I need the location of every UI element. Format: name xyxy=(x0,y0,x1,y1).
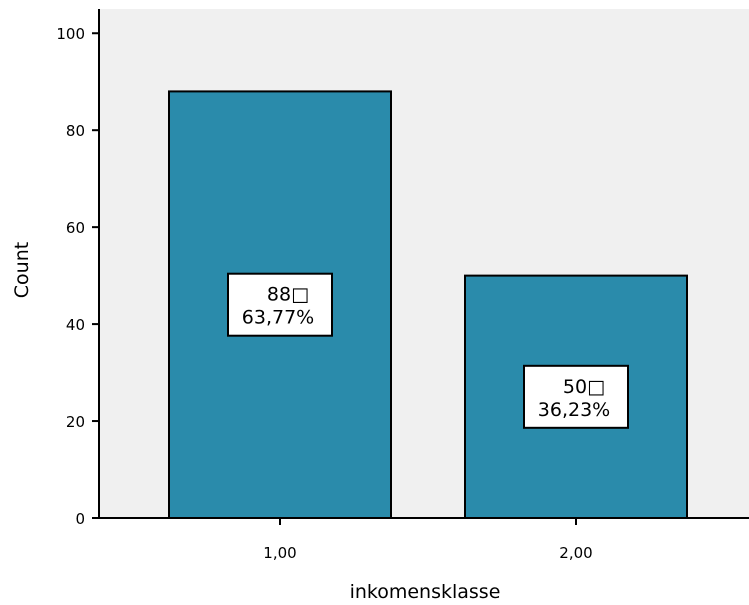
y-tick-label: 0 xyxy=(75,510,85,528)
y-axis-title: Count xyxy=(11,242,33,298)
y-tick-label: 100 xyxy=(56,25,85,43)
axes: 0 20 40 60 80 100 1,00 2,00 xyxy=(56,9,749,562)
y-tick-label: 60 xyxy=(66,219,85,237)
data-label-count-2: 50□ xyxy=(563,376,605,398)
data-label-box-2 xyxy=(523,364,629,429)
data-label-box-1 xyxy=(227,272,333,337)
y-tick-label: 80 xyxy=(66,122,85,140)
x-tick-label: 1,00 xyxy=(263,544,296,562)
data-labels: 88□63,77% 50□36,23% xyxy=(227,272,629,429)
x-axis-title: inkomensklasse xyxy=(350,581,501,603)
y-tick-label: 20 xyxy=(66,413,85,431)
x-tick-label: 2,00 xyxy=(559,544,592,562)
data-label-count-1: 88□ xyxy=(267,284,309,306)
data-label-percent-1: 63,77% xyxy=(242,307,314,329)
data-label-percent-2: 36,23% xyxy=(538,399,610,421)
y-tick-label: 40 xyxy=(66,316,85,334)
